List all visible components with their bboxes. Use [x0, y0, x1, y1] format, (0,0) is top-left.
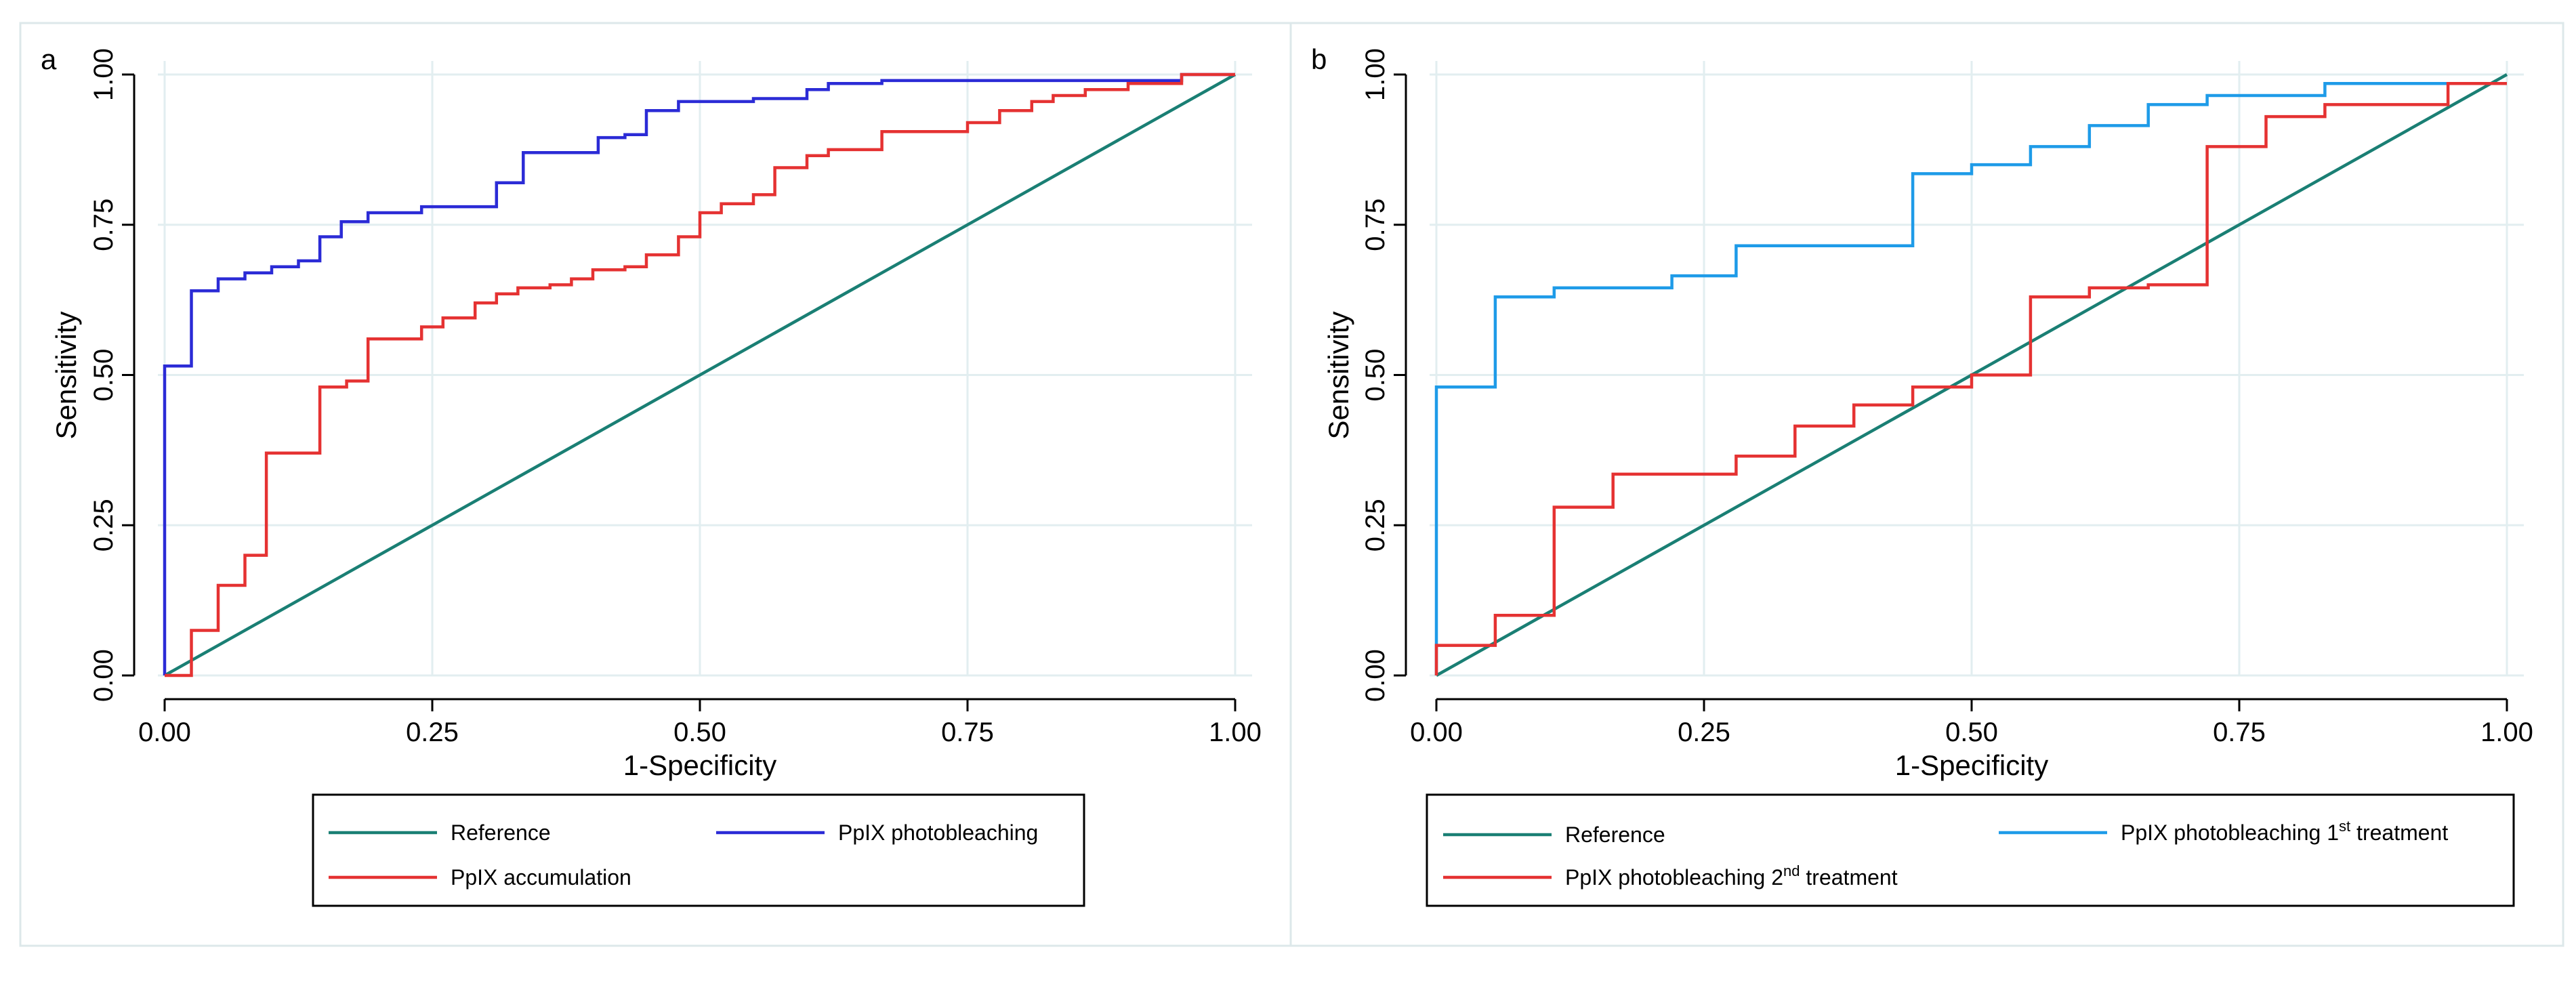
y-tick-label: 0.50	[89, 349, 119, 402]
series-line-2	[1434, 82, 2507, 675]
y-tick-label: 1.00	[89, 48, 119, 101]
panel-letter: b	[1311, 43, 1327, 75]
x-tick-label: 0.75	[941, 717, 994, 747]
x-tick-label: 0.25	[1678, 717, 1730, 747]
legend-label: PpIX photobleaching 1st treatment	[2121, 818, 2448, 845]
legend-label: PpIX photobleaching	[838, 820, 1038, 845]
y-tick-label: 0.50	[1360, 349, 1390, 402]
x-tick-label: 0.00	[138, 717, 191, 747]
y-tick-label: 0.75	[1360, 199, 1390, 251]
x-tick-label: 0.75	[2213, 717, 2266, 747]
legend-label: Reference	[1565, 822, 1665, 847]
legend: Reference PpIX photobleaching 1st treatme…	[1426, 793, 2515, 907]
legend-box	[312, 793, 1085, 907]
x-tick-label: 0.00	[1410, 717, 1463, 747]
y-tick-label: 0.00	[1360, 649, 1390, 702]
panel-frame	[19, 22, 1294, 947]
y-axis-title: Sensitivity	[1323, 311, 1354, 439]
y-tick-label: 0.00	[89, 649, 119, 702]
legend-label: PpIX accumulation	[451, 865, 631, 890]
legend: Reference PpIX photobleaching PpIX accumul…	[312, 793, 1085, 907]
x-tick-label: 1.00	[2480, 717, 2533, 747]
panel-b: b 0.00 0.25 0.50 0.75 1.00 0.00 0.25 0.50 0.75 1.0…	[1289, 22, 2564, 947]
series-line-0	[163, 73, 1237, 677]
legend-box	[1426, 793, 2515, 907]
x-tick-label: 0.50	[673, 717, 726, 747]
legend-label: Reference	[451, 820, 551, 845]
y-tick-label: 0.25	[89, 499, 119, 551]
y-tick-label: 1.00	[1360, 48, 1390, 101]
panel-frame	[1289, 22, 2564, 947]
panel-a: a 0.00 0.25 0.50 0.75 1.00 0.00 0.25 0.50 0.75 1.0…	[19, 22, 1294, 947]
x-axis-title: 1-Specificity	[1895, 749, 2048, 781]
y-tick-label: 0.25	[1360, 499, 1390, 551]
series-line-1	[163, 72, 1235, 675]
panel-letter: a	[41, 43, 57, 75]
series-line-1	[1434, 82, 2507, 675]
y-axis-title: Sensitivity	[50, 311, 82, 439]
x-tick-label: 1.00	[1209, 717, 1262, 747]
series-line-2	[165, 72, 1235, 677]
y-tick-label: 0.75	[89, 199, 119, 251]
x-axis-title: 1-Specificity	[623, 749, 776, 781]
x-tick-label: 0.25	[406, 717, 459, 747]
x-tick-label: 0.50	[1945, 717, 1998, 747]
legend-label: PpIX photobleaching 2nd treatment	[1565, 862, 1898, 890]
